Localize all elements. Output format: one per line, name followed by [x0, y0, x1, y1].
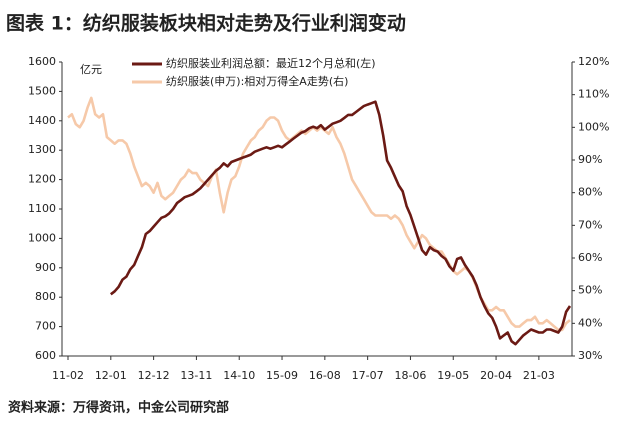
x-tick-label: 11-02	[52, 369, 84, 382]
series-line	[67, 96, 571, 332]
legend-label: 纺织服装(申万):相对万得全A走势(右)	[166, 74, 348, 88]
x-tick-label: 20-04	[480, 369, 512, 382]
y-tick-label: 1300	[28, 143, 56, 156]
x-tick-label: 21-03	[523, 369, 555, 382]
x-tick-label: 12-12	[138, 369, 170, 382]
chart-title: 图表 1：纺织服装板块相对走势及行业利润变动	[6, 12, 406, 35]
x-tick-label: 16-08	[309, 369, 341, 382]
y-tick-label: 1100	[28, 202, 56, 215]
y2-tick-label: 60%	[578, 251, 602, 264]
y2-tick-label: 40%	[578, 316, 602, 329]
x-tick-label: 12-01	[95, 369, 127, 382]
y2-tick-label: 100%	[578, 120, 609, 133]
y2-tick-label: 30%	[578, 349, 602, 362]
y2-tick-label: 80%	[578, 186, 602, 199]
y2-tick-label: 120%	[578, 55, 609, 68]
y-tick-label: 1000	[28, 231, 56, 244]
x-tick-label: 18-06	[394, 369, 426, 382]
x-tick-label: 14-10	[223, 369, 255, 382]
legend-label: 纺织服装业利润总额：最近12个月总和(左)	[166, 56, 376, 70]
y-tick-label: 1200	[28, 173, 56, 186]
y-tick-label: 600	[35, 349, 56, 362]
x-tick-label: 13-11	[180, 369, 212, 382]
y-tick-label: 1500	[28, 84, 56, 97]
y-axis-label: 亿元	[80, 63, 102, 76]
source-note: 资料来源：万得资讯，中金公司研究部	[8, 400, 229, 416]
y-tick-label: 1600	[28, 55, 56, 68]
y-tick-label: 700	[35, 320, 56, 333]
y-tick-label: 900	[35, 261, 56, 274]
x-tick-label: 15-09	[266, 369, 298, 382]
series-line	[110, 100, 572, 346]
y2-tick-label: 90%	[578, 153, 602, 166]
y2-tick-label: 50%	[578, 284, 602, 297]
y2-tick-label: 110%	[578, 88, 609, 101]
x-tick-label: 17-07	[352, 369, 384, 382]
y-tick-label: 800	[35, 290, 56, 303]
y-tick-label: 1400	[28, 114, 56, 127]
x-tick-label: 19-05	[437, 369, 469, 382]
y2-tick-label: 70%	[578, 218, 602, 231]
